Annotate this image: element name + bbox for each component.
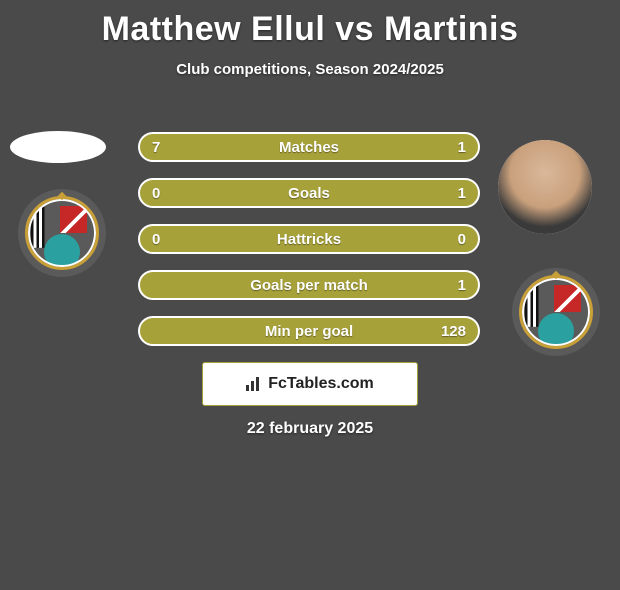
stat-value-left: 0 xyxy=(152,185,192,202)
stat-value-right: 128 xyxy=(426,323,466,340)
stat-label: Goals per match xyxy=(192,277,426,294)
player-right-avatar xyxy=(498,140,592,234)
bar-chart-icon xyxy=(246,377,264,391)
brand-text: FcTables.com xyxy=(268,375,374,393)
stat-value-left: 0 xyxy=(152,231,192,248)
stat-row: 0Goals1 xyxy=(138,178,480,208)
stats-container: 7Matches10Goals10Hattricks0Goals per mat… xyxy=(138,132,480,362)
stat-label: Hattricks xyxy=(192,231,426,248)
stat-value-left: 7 xyxy=(152,139,192,156)
club-badge-left xyxy=(18,189,106,277)
stat-row: Min per goal128 xyxy=(138,316,480,346)
brand-box: FcTables.com xyxy=(202,362,418,406)
date-text: 22 february 2025 xyxy=(0,420,620,438)
stat-label: Min per goal xyxy=(192,323,426,340)
player-left-avatar xyxy=(10,131,106,163)
stat-value-right: 0 xyxy=(426,231,466,248)
stat-row: 7Matches1 xyxy=(138,132,480,162)
club-badge-right xyxy=(512,268,600,356)
face-placeholder xyxy=(498,140,592,234)
stat-value-right: 1 xyxy=(426,185,466,202)
stat-value-right: 1 xyxy=(426,139,466,156)
crest-icon xyxy=(519,275,593,349)
stat-label: Matches xyxy=(192,139,426,156)
page-title: Matthew Ellul vs Martinis xyxy=(0,10,620,49)
stat-label: Goals xyxy=(192,185,426,202)
stat-row: Goals per match1 xyxy=(138,270,480,300)
crest-icon xyxy=(25,196,99,270)
stat-row: 0Hattricks0 xyxy=(138,224,480,254)
stat-value-right: 1 xyxy=(426,277,466,294)
subtitle: Club competitions, Season 2024/2025 xyxy=(0,61,620,78)
